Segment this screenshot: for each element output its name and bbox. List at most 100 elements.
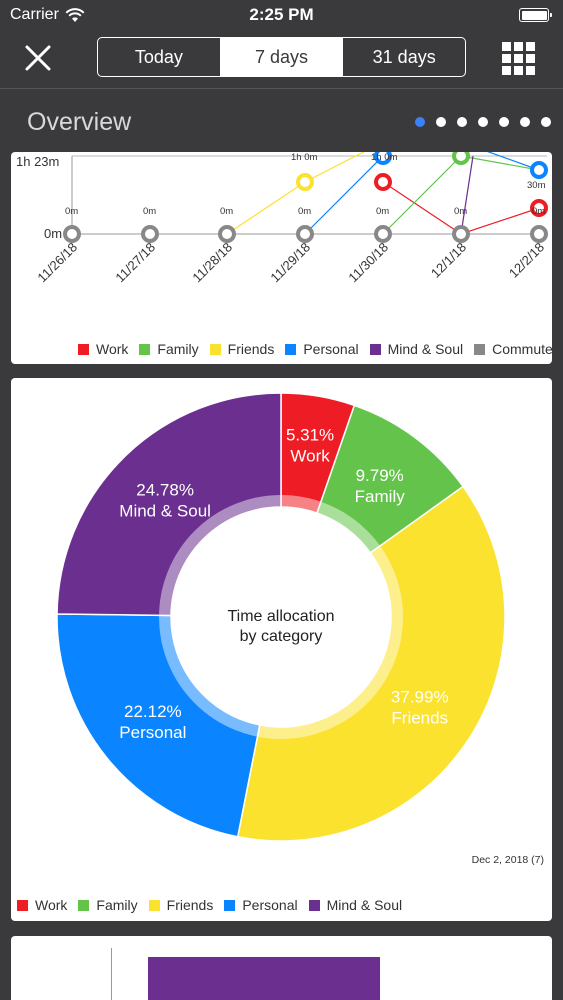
- page-dot[interactable]: [415, 117, 425, 127]
- point-label: 0m: [65, 206, 78, 217]
- donut-center-line-2: by category: [239, 628, 323, 645]
- y-tick-label: 0m: [44, 226, 62, 241]
- x-tick-label: 12/2/18: [506, 240, 547, 281]
- line-point-work: [374, 173, 392, 191]
- legend-label: Personal: [242, 897, 298, 913]
- slice-value-label: 5.31%: [286, 425, 334, 444]
- donut-slice-friends[interactable]: [236, 485, 506, 842]
- legend-label: Work: [96, 341, 129, 357]
- legend-item: Mind & Soul: [308, 897, 403, 913]
- grid-icon: [526, 66, 535, 75]
- slice-category-label: Work: [290, 446, 330, 465]
- legend-swatch: [139, 343, 151, 355]
- series-line-friends: [226, 152, 365, 235]
- donut-chart: 5.31% Work 9.79% Family 37.99% Friends 22.12% P…: [56, 392, 506, 842]
- slice-category-label: Family: [355, 487, 406, 506]
- legend-swatch: [78, 343, 89, 355]
- donut-center-line-1: Time allocation: [227, 608, 335, 625]
- carrier-label: Carrier: [10, 6, 59, 23]
- point-label: 0m: [532, 206, 545, 217]
- carrier-group: Carrier: [10, 6, 85, 24]
- wifi-icon: [65, 7, 85, 22]
- close-icon: [25, 45, 51, 71]
- legend-swatch: [148, 899, 160, 911]
- point-label: 0m: [298, 206, 311, 217]
- legend-swatch: [285, 343, 297, 355]
- x-tick-label: 12/1/18: [428, 240, 469, 281]
- point-label: 0m: [220, 206, 233, 217]
- legend-label: Family: [96, 897, 138, 913]
- nav-bar: Today 7 days 31 days: [0, 30, 563, 86]
- line-point-commute: [452, 225, 470, 243]
- x-tick-label: 11/28/18: [189, 240, 235, 286]
- grid-icon: [502, 54, 511, 63]
- series-line-mind-soul: [460, 155, 474, 235]
- donut-slice-personal[interactable]: [56, 613, 261, 838]
- legend-item: Personal: [285, 341, 359, 357]
- legend-swatch: [308, 899, 320, 911]
- legend-item: Friends: [148, 897, 213, 913]
- grid-icon: [514, 54, 523, 63]
- legend-swatch: [224, 899, 236, 911]
- tab-31-days[interactable]: 31 days: [372, 46, 436, 67]
- legend-item: Work: [78, 341, 128, 357]
- legend-label: Friends: [227, 341, 275, 357]
- donut-slice-mind-soul[interactable]: [56, 392, 282, 617]
- legend-label: Work: [35, 897, 68, 913]
- page-dot[interactable]: [436, 117, 446, 127]
- line-chart-card: 1h 23m 0m 1h 0m 1h 0m 30m 0m 11/26/18 0m 11…: [11, 152, 552, 364]
- series-line-personal-late: [487, 152, 540, 171]
- legend-swatch: [474, 343, 486, 355]
- slice-value-label: 22.12%: [124, 702, 182, 721]
- line-point-family: [452, 152, 470, 165]
- tab-today[interactable]: Today: [98, 38, 221, 76]
- x-tick-label: 11/30/18: [345, 240, 391, 286]
- page-dot[interactable]: [499, 117, 509, 127]
- nav-divider: [0, 88, 563, 89]
- line-chart: 1h 23m 0m 1h 0m 1h 0m 30m 0m11/26/180m11…: [16, 152, 548, 286]
- overview-title: Overview: [27, 108, 132, 136]
- x-tick-label: 11/26/18: [34, 240, 80, 286]
- slice-category-label: Mind & Soul: [119, 502, 211, 521]
- legend-swatch: [209, 343, 221, 355]
- point-label: 0m: [454, 206, 467, 217]
- legend-item: Work: [17, 897, 67, 913]
- legend-label: Commute: [492, 341, 552, 357]
- donut-hole: [173, 509, 389, 725]
- grid-icon: [502, 66, 511, 75]
- legend-item: Friends: [209, 341, 275, 357]
- pie-chart-card: 5.31% Work 9.79% Family 37.99% Friends 22.12% P…: [11, 378, 552, 921]
- line-point-personal: [374, 152, 392, 165]
- point-label: 1h 0m: [371, 152, 397, 163]
- line-point-friends: [296, 173, 314, 191]
- legend-swatch: [78, 899, 90, 911]
- grid-icon: [502, 42, 511, 51]
- bar-y-axis: [111, 948, 112, 1000]
- x-tick-label: 11/27/18: [112, 240, 158, 286]
- tab-7-days[interactable]: 7 days: [220, 38, 344, 76]
- bar-chart-card: [11, 936, 552, 1000]
- page-dot[interactable]: [478, 117, 488, 127]
- legend-swatch: [369, 343, 381, 355]
- donut-center-title: Time allocation by category: [181, 607, 381, 647]
- slice-category-label: Friends: [391, 708, 448, 727]
- legend-label: Mind & Soul: [326, 897, 403, 913]
- slice-value-label: 9.79%: [356, 466, 404, 485]
- point-label: 0m: [143, 206, 156, 217]
- line-point-commute: [218, 225, 236, 243]
- legend-item: Commute: [474, 341, 552, 357]
- line-chart-legend: Work Family Friends Personal Mind & Soul Comm…: [78, 341, 552, 357]
- grid-icon: [514, 42, 523, 51]
- line-point-commute: [296, 225, 314, 243]
- page-dot[interactable]: [457, 117, 467, 127]
- close-button[interactable]: [22, 42, 54, 74]
- grid-icon: [526, 54, 535, 63]
- grid-menu-button[interactable]: [502, 42, 535, 75]
- page-dot[interactable]: [520, 117, 530, 127]
- page-dot[interactable]: [541, 117, 551, 127]
- legend-item: Mind & Soul: [369, 341, 463, 357]
- status-bar: Carrier 2:25 PM: [0, 0, 563, 30]
- page-indicator[interactable]: [415, 117, 551, 127]
- line-markers-group: [63, 152, 548, 243]
- battery-fill: [521, 10, 547, 20]
